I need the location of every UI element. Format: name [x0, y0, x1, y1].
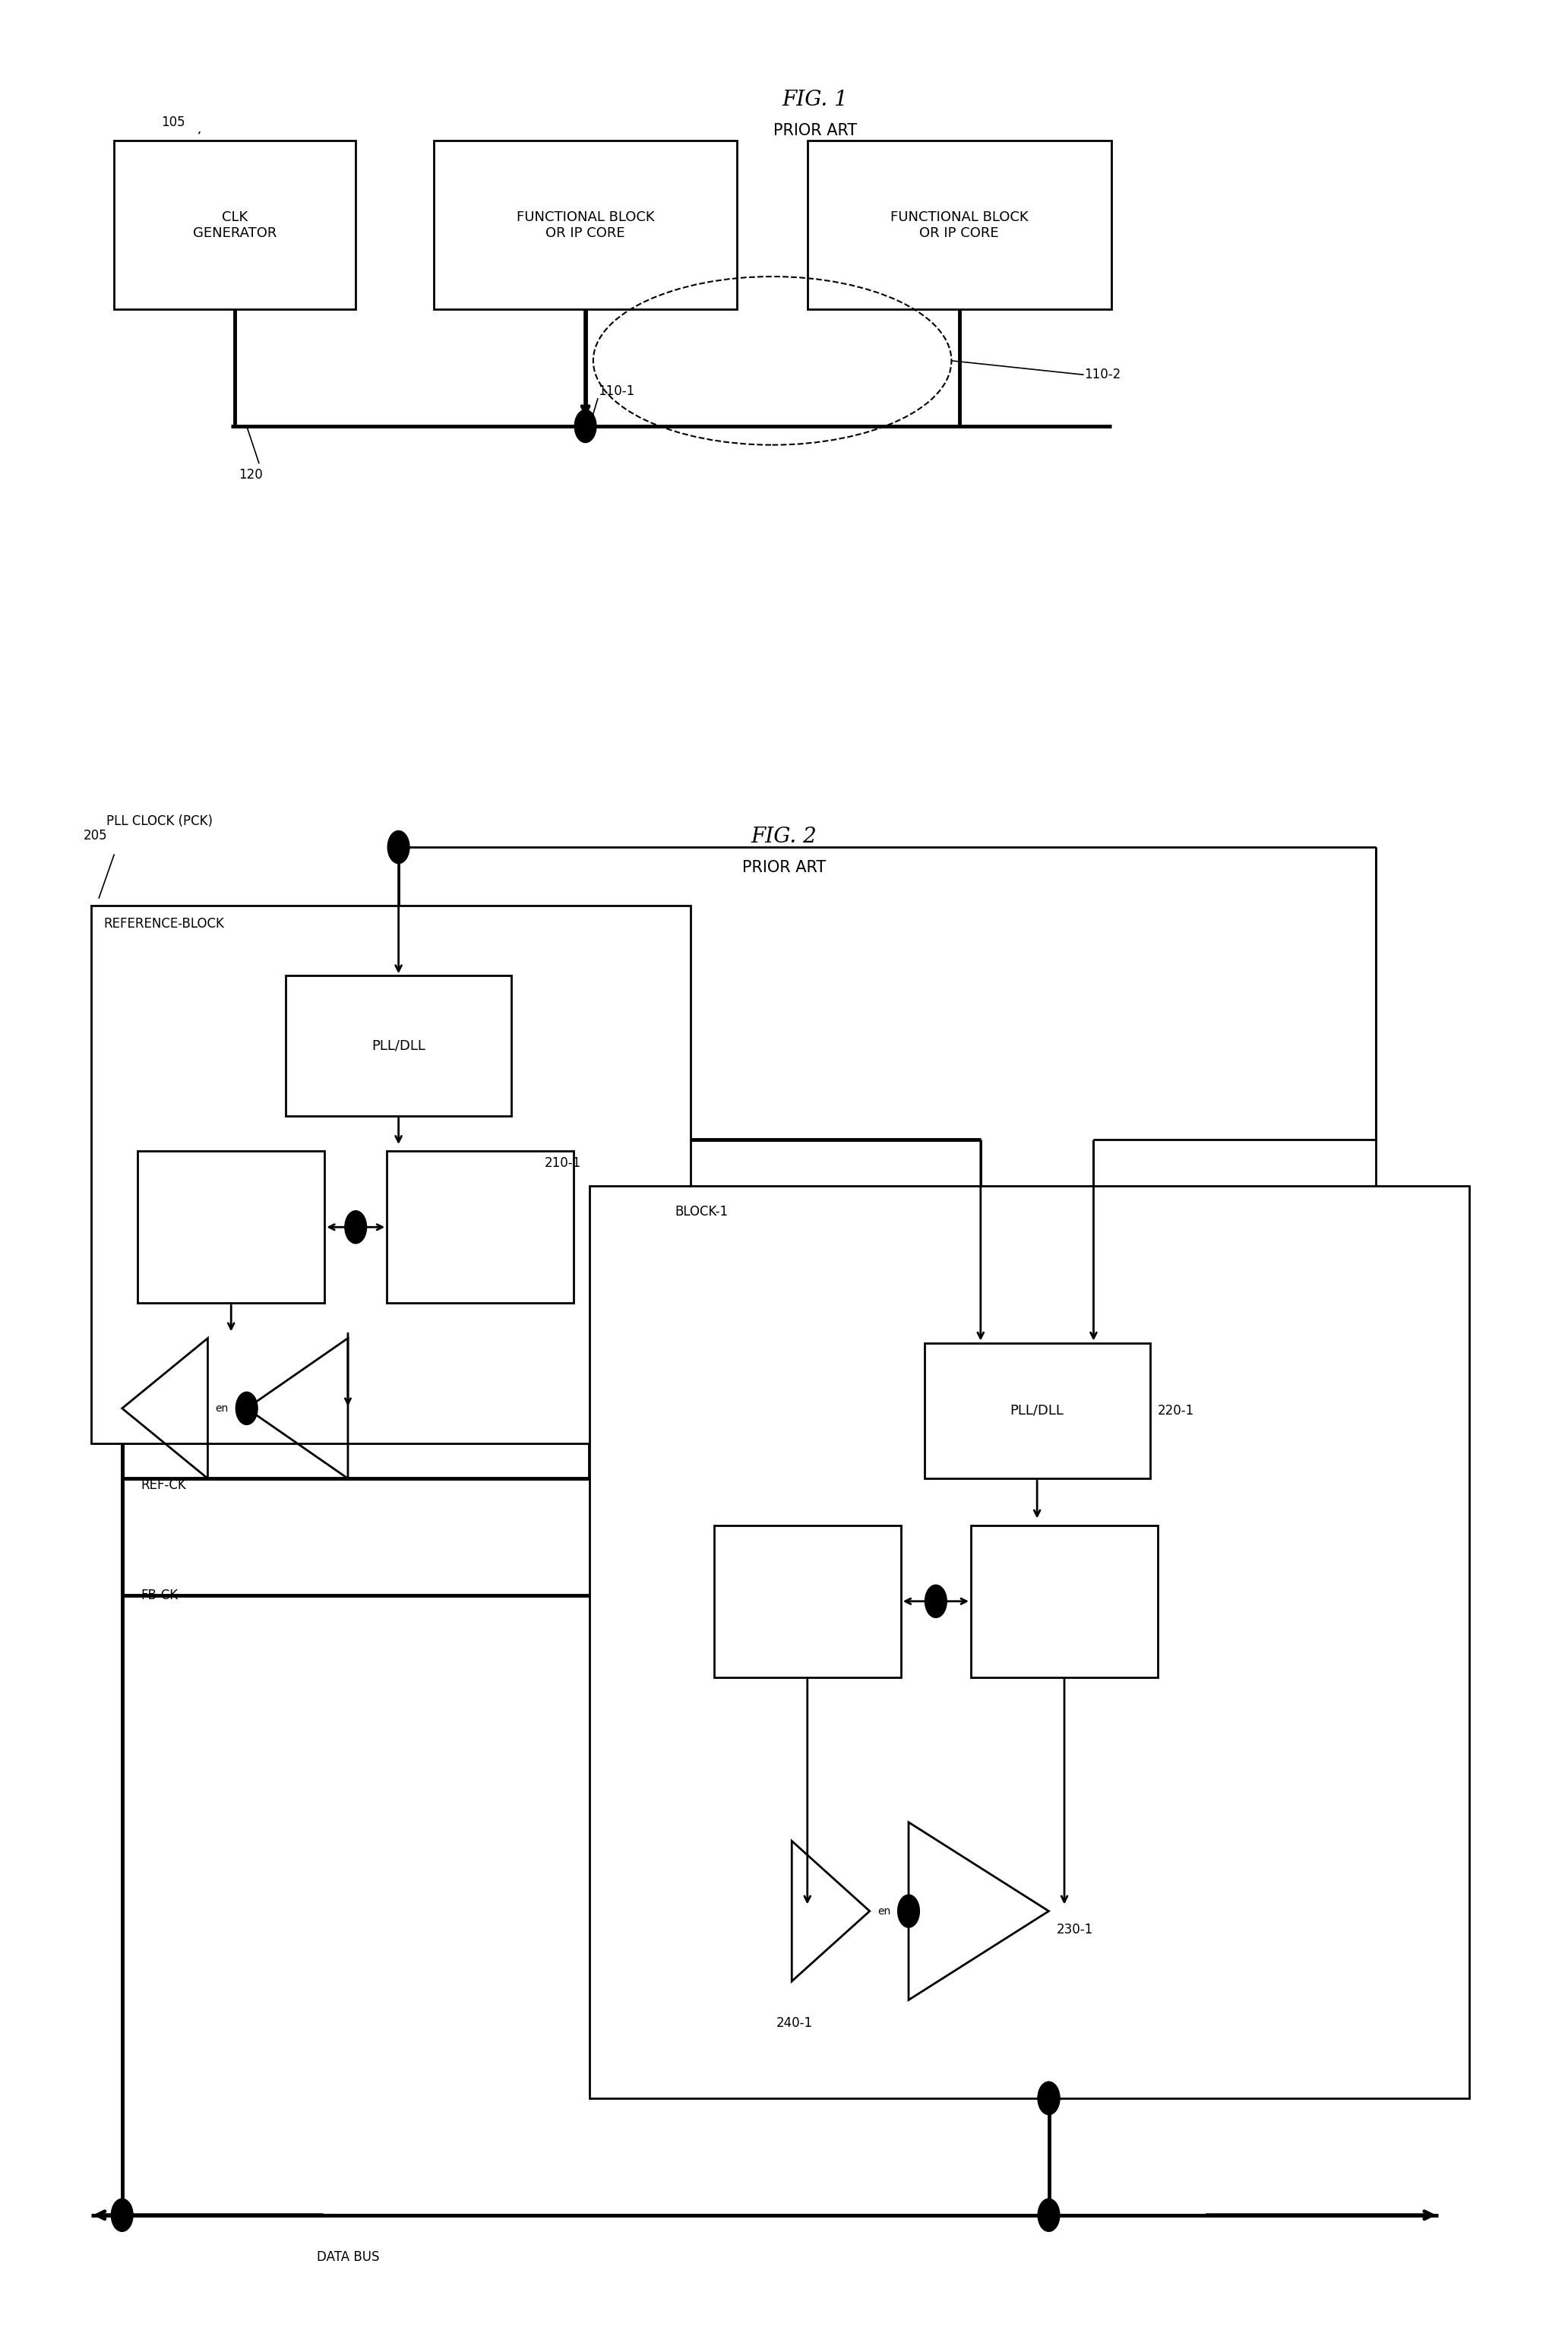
Text: 220-1: 220-1 — [1157, 1405, 1195, 1416]
Text: FB-CK: FB-CK — [141, 1588, 179, 1602]
Text: REF-CK: REF-CK — [141, 1478, 187, 1492]
FancyBboxPatch shape — [924, 1344, 1149, 1478]
Text: 105: 105 — [162, 115, 185, 129]
Text: en: en — [215, 1402, 229, 1414]
Text: 120: 120 — [238, 467, 263, 482]
Text: 240-1: 240-1 — [776, 2015, 812, 2030]
FancyBboxPatch shape — [138, 1151, 325, 1304]
Text: 205: 205 — [83, 829, 107, 843]
Circle shape — [925, 1586, 947, 1618]
Circle shape — [1038, 2081, 1060, 2114]
FancyBboxPatch shape — [713, 1525, 900, 1677]
FancyBboxPatch shape — [114, 141, 356, 310]
Text: CLK
GENERATOR: CLK GENERATOR — [193, 211, 278, 240]
Text: FUNCTIONAL BLOCK
OR IP CORE: FUNCTIONAL BLOCK OR IP CORE — [516, 211, 654, 240]
Text: en: en — [878, 1905, 891, 1917]
Circle shape — [345, 1210, 367, 1243]
Text: FUNCTIONAL BLOCK
OR IP CORE: FUNCTIONAL BLOCK OR IP CORE — [891, 211, 1029, 240]
Text: 110-1: 110-1 — [597, 385, 635, 397]
Text: FIG. 1: FIG. 1 — [782, 89, 848, 110]
FancyBboxPatch shape — [590, 1186, 1469, 2098]
FancyBboxPatch shape — [434, 141, 737, 310]
FancyBboxPatch shape — [285, 975, 511, 1116]
FancyBboxPatch shape — [91, 907, 690, 1442]
Text: 110-2: 110-2 — [1083, 369, 1121, 381]
Text: PLL CLOCK (PCK): PLL CLOCK (PCK) — [107, 815, 213, 829]
Text: 210-1: 210-1 — [544, 1156, 582, 1170]
Circle shape — [1038, 2199, 1060, 2232]
Circle shape — [574, 409, 596, 442]
Text: PRIOR ART: PRIOR ART — [742, 860, 826, 876]
Text: PLL/DLL: PLL/DLL — [372, 1038, 425, 1052]
Text: PRIOR ART: PRIOR ART — [773, 124, 858, 139]
Text: FIG. 2: FIG. 2 — [751, 827, 817, 848]
Text: 230-1: 230-1 — [1057, 1924, 1093, 1936]
Circle shape — [387, 832, 409, 864]
Text: DATA BUS: DATA BUS — [317, 2250, 379, 2264]
FancyBboxPatch shape — [971, 1525, 1157, 1677]
Circle shape — [1038, 2081, 1060, 2114]
Circle shape — [898, 1896, 919, 1929]
Text: REFERENCE-BLOCK: REFERENCE-BLOCK — [103, 916, 224, 930]
FancyBboxPatch shape — [808, 141, 1112, 310]
Text: BLOCK-1: BLOCK-1 — [674, 1205, 728, 1219]
FancyBboxPatch shape — [387, 1151, 574, 1304]
Circle shape — [111, 2199, 133, 2232]
Text: PLL/DLL: PLL/DLL — [1010, 1405, 1065, 1416]
Circle shape — [235, 1393, 257, 1426]
